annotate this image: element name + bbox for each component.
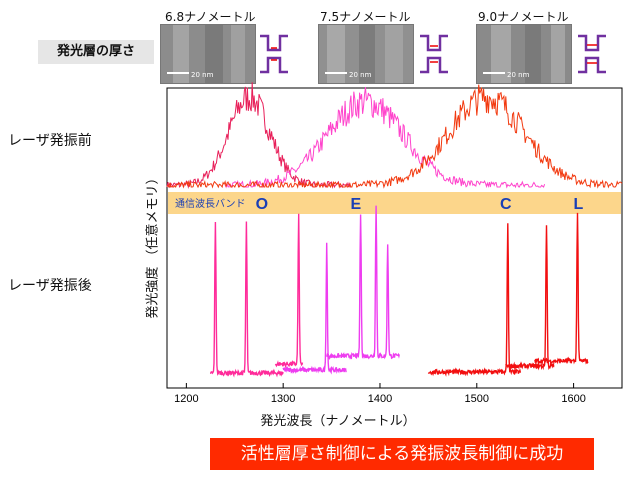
- plot-frame: [166, 87, 623, 389]
- before-lasing-spectra: [166, 82, 623, 189]
- sem-image-1: 20 nm: [160, 24, 256, 84]
- scale-bar-label: 20 nm: [507, 71, 530, 79]
- sample-3-thickness: 9.0ナノメートル: [478, 10, 569, 24]
- before-lasing-series-1: [166, 82, 352, 189]
- scale-bar: [325, 72, 347, 74]
- band-letter-o: O: [256, 196, 268, 213]
- after-lasing-trace-1: [209, 221, 284, 378]
- active-layer-thickness-label: 発光層の厚さ: [38, 40, 154, 64]
- after-lasing-trace-5: [427, 223, 522, 377]
- before-lasing-series-2: [224, 87, 546, 189]
- x-tick-label: 1200: [174, 393, 198, 405]
- after-lasing-trace-7: [534, 212, 589, 366]
- band-letter-c: C: [500, 196, 512, 213]
- after-lasing-trace-4: [326, 205, 400, 361]
- quantum-well-diagram-3: [578, 34, 606, 74]
- telecom-band-label: 通信波長バンド: [175, 197, 246, 210]
- scale-bar-label: 20 nm: [191, 71, 214, 79]
- scale-bar: [167, 72, 189, 74]
- quantum-well-diagram-1: [260, 34, 288, 74]
- scale-bar-label: 20 nm: [349, 71, 372, 79]
- x-tick-label: 1600: [561, 393, 585, 405]
- scale-bar: [483, 72, 505, 74]
- after-lasing-trace-2: [274, 213, 304, 369]
- after-lasing-trace-3: [282, 242, 347, 375]
- sample-2-thickness: 7.5ナノメートル: [320, 10, 411, 24]
- x-tick-label: 1400: [368, 393, 392, 405]
- after-lasing-spectra: [209, 205, 589, 378]
- before-lasing-series-3: [166, 84, 623, 189]
- x-tick-label: 1300: [271, 393, 295, 405]
- sample-1-thickness: 6.8ナノメートル: [165, 10, 256, 24]
- x-tick-label: 1500: [465, 393, 489, 405]
- result-banner: 活性層厚さ制御による発振波長制御に成功: [210, 438, 594, 470]
- sem-image-3: 20 nm: [476, 24, 572, 84]
- band-letter-e: E: [350, 196, 361, 213]
- row-label-after-lasing: レーザ発振後: [8, 278, 92, 294]
- row-label-before-lasing: レーザ発振前: [8, 133, 92, 149]
- emission-spectrum-chart: 通信波長バンド O E C L 1200 1300 1400 1500 1600: [166, 82, 623, 405]
- telecom-band-bar: [168, 192, 621, 214]
- sem-image-2: 20 nm: [318, 24, 414, 84]
- x-axis-label: 発光波長（ナノメートル）: [260, 414, 416, 429]
- after-lasing-trace-6: [505, 225, 555, 371]
- x-axis-ticks: [185, 383, 575, 388]
- quantum-well-diagram-2: [420, 34, 448, 74]
- band-letter-l: L: [574, 196, 584, 213]
